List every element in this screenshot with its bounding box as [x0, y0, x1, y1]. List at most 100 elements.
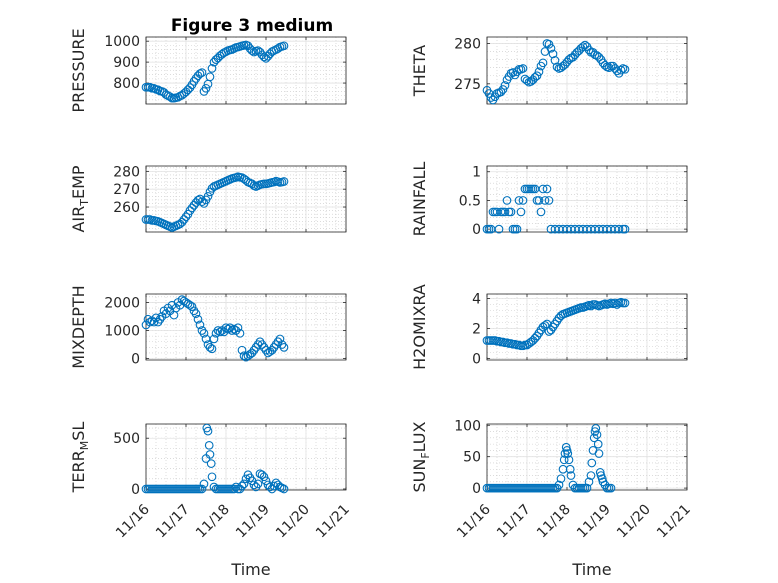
data-point	[233, 323, 243, 333]
data-point	[199, 479, 209, 489]
data-point	[536, 207, 546, 217]
data-point	[279, 41, 289, 51]
data-point	[522, 76, 532, 85]
axes-frame	[145, 293, 347, 361]
data-point	[197, 197, 207, 207]
data-point	[247, 46, 257, 55]
data-point	[223, 324, 233, 334]
data-series	[141, 40, 289, 103]
data-point	[231, 482, 241, 492]
data-point	[518, 64, 528, 73]
data-point	[500, 207, 510, 217]
data-point	[257, 470, 267, 480]
data-point	[197, 68, 207, 77]
data-point	[185, 300, 195, 310]
data-point	[594, 52, 604, 62]
x-tick-label: 11/17	[494, 502, 534, 542]
x-tick-label: 11/19	[233, 502, 273, 542]
data-point	[199, 328, 209, 338]
y-tick-label: 0	[472, 222, 481, 238]
data-point	[502, 196, 512, 205]
data-point	[540, 196, 550, 205]
data-series	[141, 423, 289, 494]
data-point	[189, 306, 199, 316]
figure-title: Figure 3 medium	[171, 16, 333, 36]
data-point	[145, 82, 155, 92]
x-tick-label: 11/20	[273, 502, 313, 542]
data-point	[204, 440, 214, 450]
data-point	[606, 483, 616, 493]
data-point	[207, 344, 217, 354]
data-point	[486, 93, 496, 102]
y-axis-label: PRESSURE	[69, 28, 88, 112]
data-point	[559, 455, 569, 465]
data-point	[267, 345, 277, 355]
data-point	[201, 83, 211, 93]
data-series	[141, 172, 289, 232]
x-axis-label: Time	[571, 560, 611, 579]
data-point	[544, 196, 554, 205]
data-point	[195, 69, 205, 78]
data-point	[594, 449, 604, 458]
data-point	[229, 484, 239, 494]
data-point	[197, 484, 207, 494]
data-point	[237, 481, 247, 491]
data-point	[209, 334, 219, 344]
data-point	[195, 320, 205, 330]
data-point	[538, 58, 548, 68]
data-series	[141, 295, 289, 362]
x-tick-label: 11/16	[454, 501, 494, 541]
data-point	[235, 328, 245, 338]
data-point	[587, 458, 597, 468]
data-point	[593, 439, 603, 449]
subplot-mixdepth: 0 1000 2000 MIXDEPTH	[69, 285, 347, 369]
data-point	[191, 309, 201, 319]
data-point	[494, 224, 504, 234]
data-point	[207, 472, 217, 482]
y-tick-label: 275	[454, 77, 481, 93]
data-point	[530, 73, 540, 82]
data-point	[496, 87, 506, 97]
data-point	[205, 450, 215, 459]
y-tick-label: 0	[131, 352, 140, 368]
data-point	[546, 43, 556, 53]
axes-frame	[145, 423, 347, 491]
data-point	[512, 224, 522, 234]
data-point	[197, 326, 207, 335]
data-point	[209, 482, 219, 492]
data-point	[181, 212, 191, 222]
data-point	[253, 479, 263, 489]
y-tick-label: 0.5	[459, 193, 481, 209]
data-point	[259, 472, 269, 482]
data-point	[514, 196, 524, 205]
data-point	[269, 343, 279, 352]
subplot-terr-msl: 0 500 TERRMSL 11/16 11/17 11/18 11/19 11/20 11/2…	[69, 422, 353, 579]
x-tick-label: 11/17	[153, 502, 193, 542]
y-tick-label: 270	[113, 182, 140, 198]
data-series	[482, 39, 630, 105]
data-point	[592, 430, 602, 440]
x-axis-label: Time	[230, 560, 270, 579]
data-point	[500, 81, 510, 90]
data-point	[582, 483, 592, 493]
data-point	[239, 351, 249, 361]
data-point	[205, 343, 215, 352]
data-point	[206, 459, 216, 468]
data-point	[518, 196, 528, 205]
y-tick-label: 260	[113, 200, 140, 216]
data-point	[620, 64, 630, 74]
data-point	[255, 337, 265, 347]
data-point	[534, 196, 544, 205]
data-point	[275, 334, 285, 344]
data-point	[544, 39, 554, 49]
axes-frame	[145, 36, 347, 105]
y-axis-label: SUNFLUX	[410, 421, 432, 492]
subplot-theta: 275 280 THETA	[410, 36, 688, 105]
data-point	[203, 426, 213, 436]
y-tick-label: 0	[472, 352, 481, 368]
axes-frame	[486, 36, 688, 105]
data-point	[604, 63, 614, 73]
data-point	[556, 474, 566, 484]
y-tick-label: 0	[131, 482, 140, 498]
